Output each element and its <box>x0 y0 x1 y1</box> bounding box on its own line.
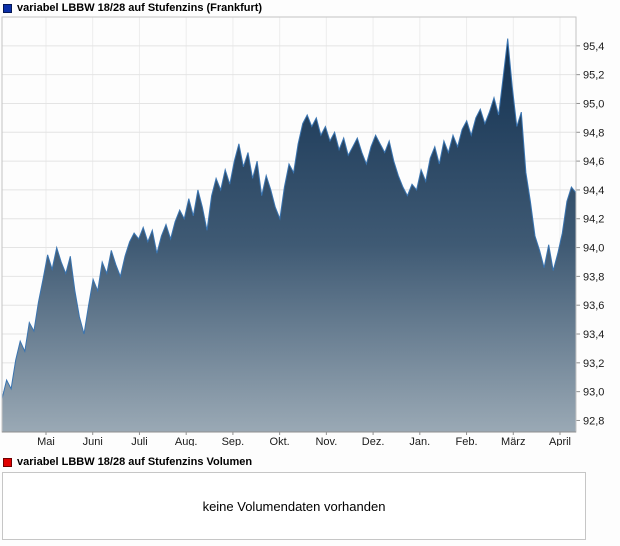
svg-text:Juni: Juni <box>83 436 103 446</box>
volume-legend-label: variabel LBBW 18/28 auf Stufenzins Volum… <box>17 456 253 468</box>
svg-text:93,8: 93,8 <box>583 271 604 283</box>
price-legend: variabel LBBW 18/28 auf Stufenzins (Fran… <box>3 2 262 14</box>
volume-panel: keine Volumendaten vorhanden <box>2 472 586 540</box>
svg-text:93,0: 93,0 <box>583 387 604 399</box>
svg-text:Feb.: Feb. <box>456 436 478 446</box>
svg-text:Nov.: Nov. <box>315 436 337 446</box>
svg-text:Dez.: Dez. <box>362 436 385 446</box>
price-series-swatch-icon <box>3 3 12 13</box>
svg-text:April: April <box>549 436 571 446</box>
svg-text:Jan.: Jan. <box>409 436 430 446</box>
svg-text:94,4: 94,4 <box>583 185 604 197</box>
svg-text:Sep.: Sep. <box>222 436 245 446</box>
svg-text:Mai: Mai <box>37 436 55 446</box>
svg-text:Juli: Juli <box>131 436 148 446</box>
svg-text:93,6: 93,6 <box>583 300 604 312</box>
svg-text:März: März <box>501 436 525 446</box>
svg-text:93,4: 93,4 <box>583 329 604 341</box>
svg-text:Okt.: Okt. <box>270 436 290 446</box>
volume-series-swatch-icon <box>3 457 12 467</box>
price-chart: Mai Juni Juli Aug. Sep. Okt. Nov. Dez. Jan. Feb. M… <box>1 16 604 446</box>
svg-text:95,0: 95,0 <box>583 98 604 110</box>
no-volume-message: keine Volumendaten vorhanden <box>202 498 386 514</box>
svg-text:94,0: 94,0 <box>583 243 604 255</box>
price-legend-label: variabel LBBW 18/28 auf Stufenzins (Fran… <box>17 2 263 14</box>
svg-text:95,2: 95,2 <box>583 70 604 82</box>
svg-text:Aug.: Aug. <box>175 436 198 446</box>
volume-legend: variabel LBBW 18/28 auf Stufenzins Volum… <box>3 456 252 468</box>
svg-text:92,8: 92,8 <box>583 415 604 427</box>
svg-text:95,4: 95,4 <box>583 41 604 53</box>
svg-text:93,2: 93,2 <box>583 358 604 370</box>
svg-text:94,8: 94,8 <box>583 127 604 139</box>
svg-text:94,2: 94,2 <box>583 214 604 226</box>
svg-text:94,6: 94,6 <box>583 156 604 168</box>
